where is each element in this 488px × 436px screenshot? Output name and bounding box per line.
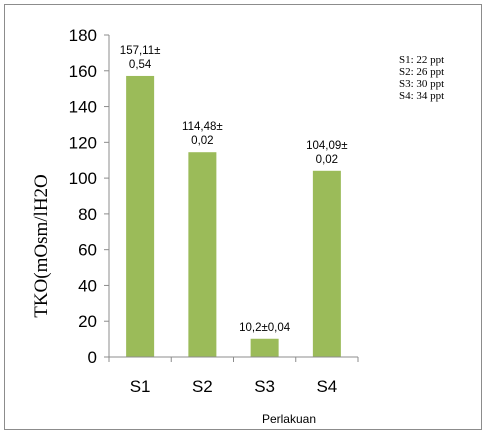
y-tick-label: 180 — [69, 26, 97, 45]
x-category-label: S1 — [130, 377, 151, 396]
legend-entry: S4: 34 ppt — [399, 90, 444, 102]
y-tick-label: 20 — [78, 312, 97, 331]
data-label: 10,2±0,04 — [239, 322, 291, 334]
y-tick-label: 100 — [69, 169, 97, 188]
x-axis-categories: S1 S2 S3 S4 — [108, 357, 359, 396]
y-tick-label: 120 — [69, 133, 97, 152]
y-axis-label: TKO(mOsm/lH2O — [31, 174, 52, 318]
bar-s1 — [126, 75, 155, 358]
y-tick-label: 40 — [78, 276, 97, 295]
y-tick-label: 80 — [78, 205, 97, 224]
data-label: 157,11± — [120, 45, 161, 57]
y-axis-ticks: 0 20 40 60 80 100 120 140 160 180 — [69, 26, 109, 367]
legend-entry: S2: 26 ppt — [399, 66, 444, 78]
bar-s3 — [250, 338, 279, 357]
bars — [126, 75, 341, 358]
bar-s4 — [312, 170, 341, 357]
legend-entry: S1: 22 ppt — [399, 54, 444, 66]
y-tick-label: 60 — [78, 241, 97, 260]
legend-entry: S3: 30 ppt — [399, 78, 444, 90]
bar-s2 — [188, 152, 217, 357]
chart-frame: 0 20 40 60 80 100 120 140 160 180 157,11± 0,54 114,… — [4, 4, 482, 430]
x-axis-label: Perlakuan — [262, 412, 316, 426]
x-category-label: S3 — [254, 377, 275, 396]
x-category-label: S2 — [192, 377, 213, 396]
data-labels: 157,11± 0,54 114,48± 0,02 10,2±0,04 104,09± 0,… — [120, 45, 348, 334]
y-tick-label: 140 — [69, 98, 97, 117]
data-label: 104,09± — [306, 140, 348, 152]
y-tick-label: 0 — [88, 348, 97, 367]
data-label: 114,48± — [182, 121, 223, 133]
y-tick-label: 160 — [69, 62, 97, 81]
x-category-label: S4 — [316, 377, 337, 396]
chart-svg: 0 20 40 60 80 100 120 140 160 180 157,11± 0,54 114,… — [31, 26, 444, 426]
data-label: 0,02 — [316, 154, 338, 166]
data-label: 0,02 — [191, 135, 213, 147]
data-label: 0,54 — [129, 59, 152, 71]
